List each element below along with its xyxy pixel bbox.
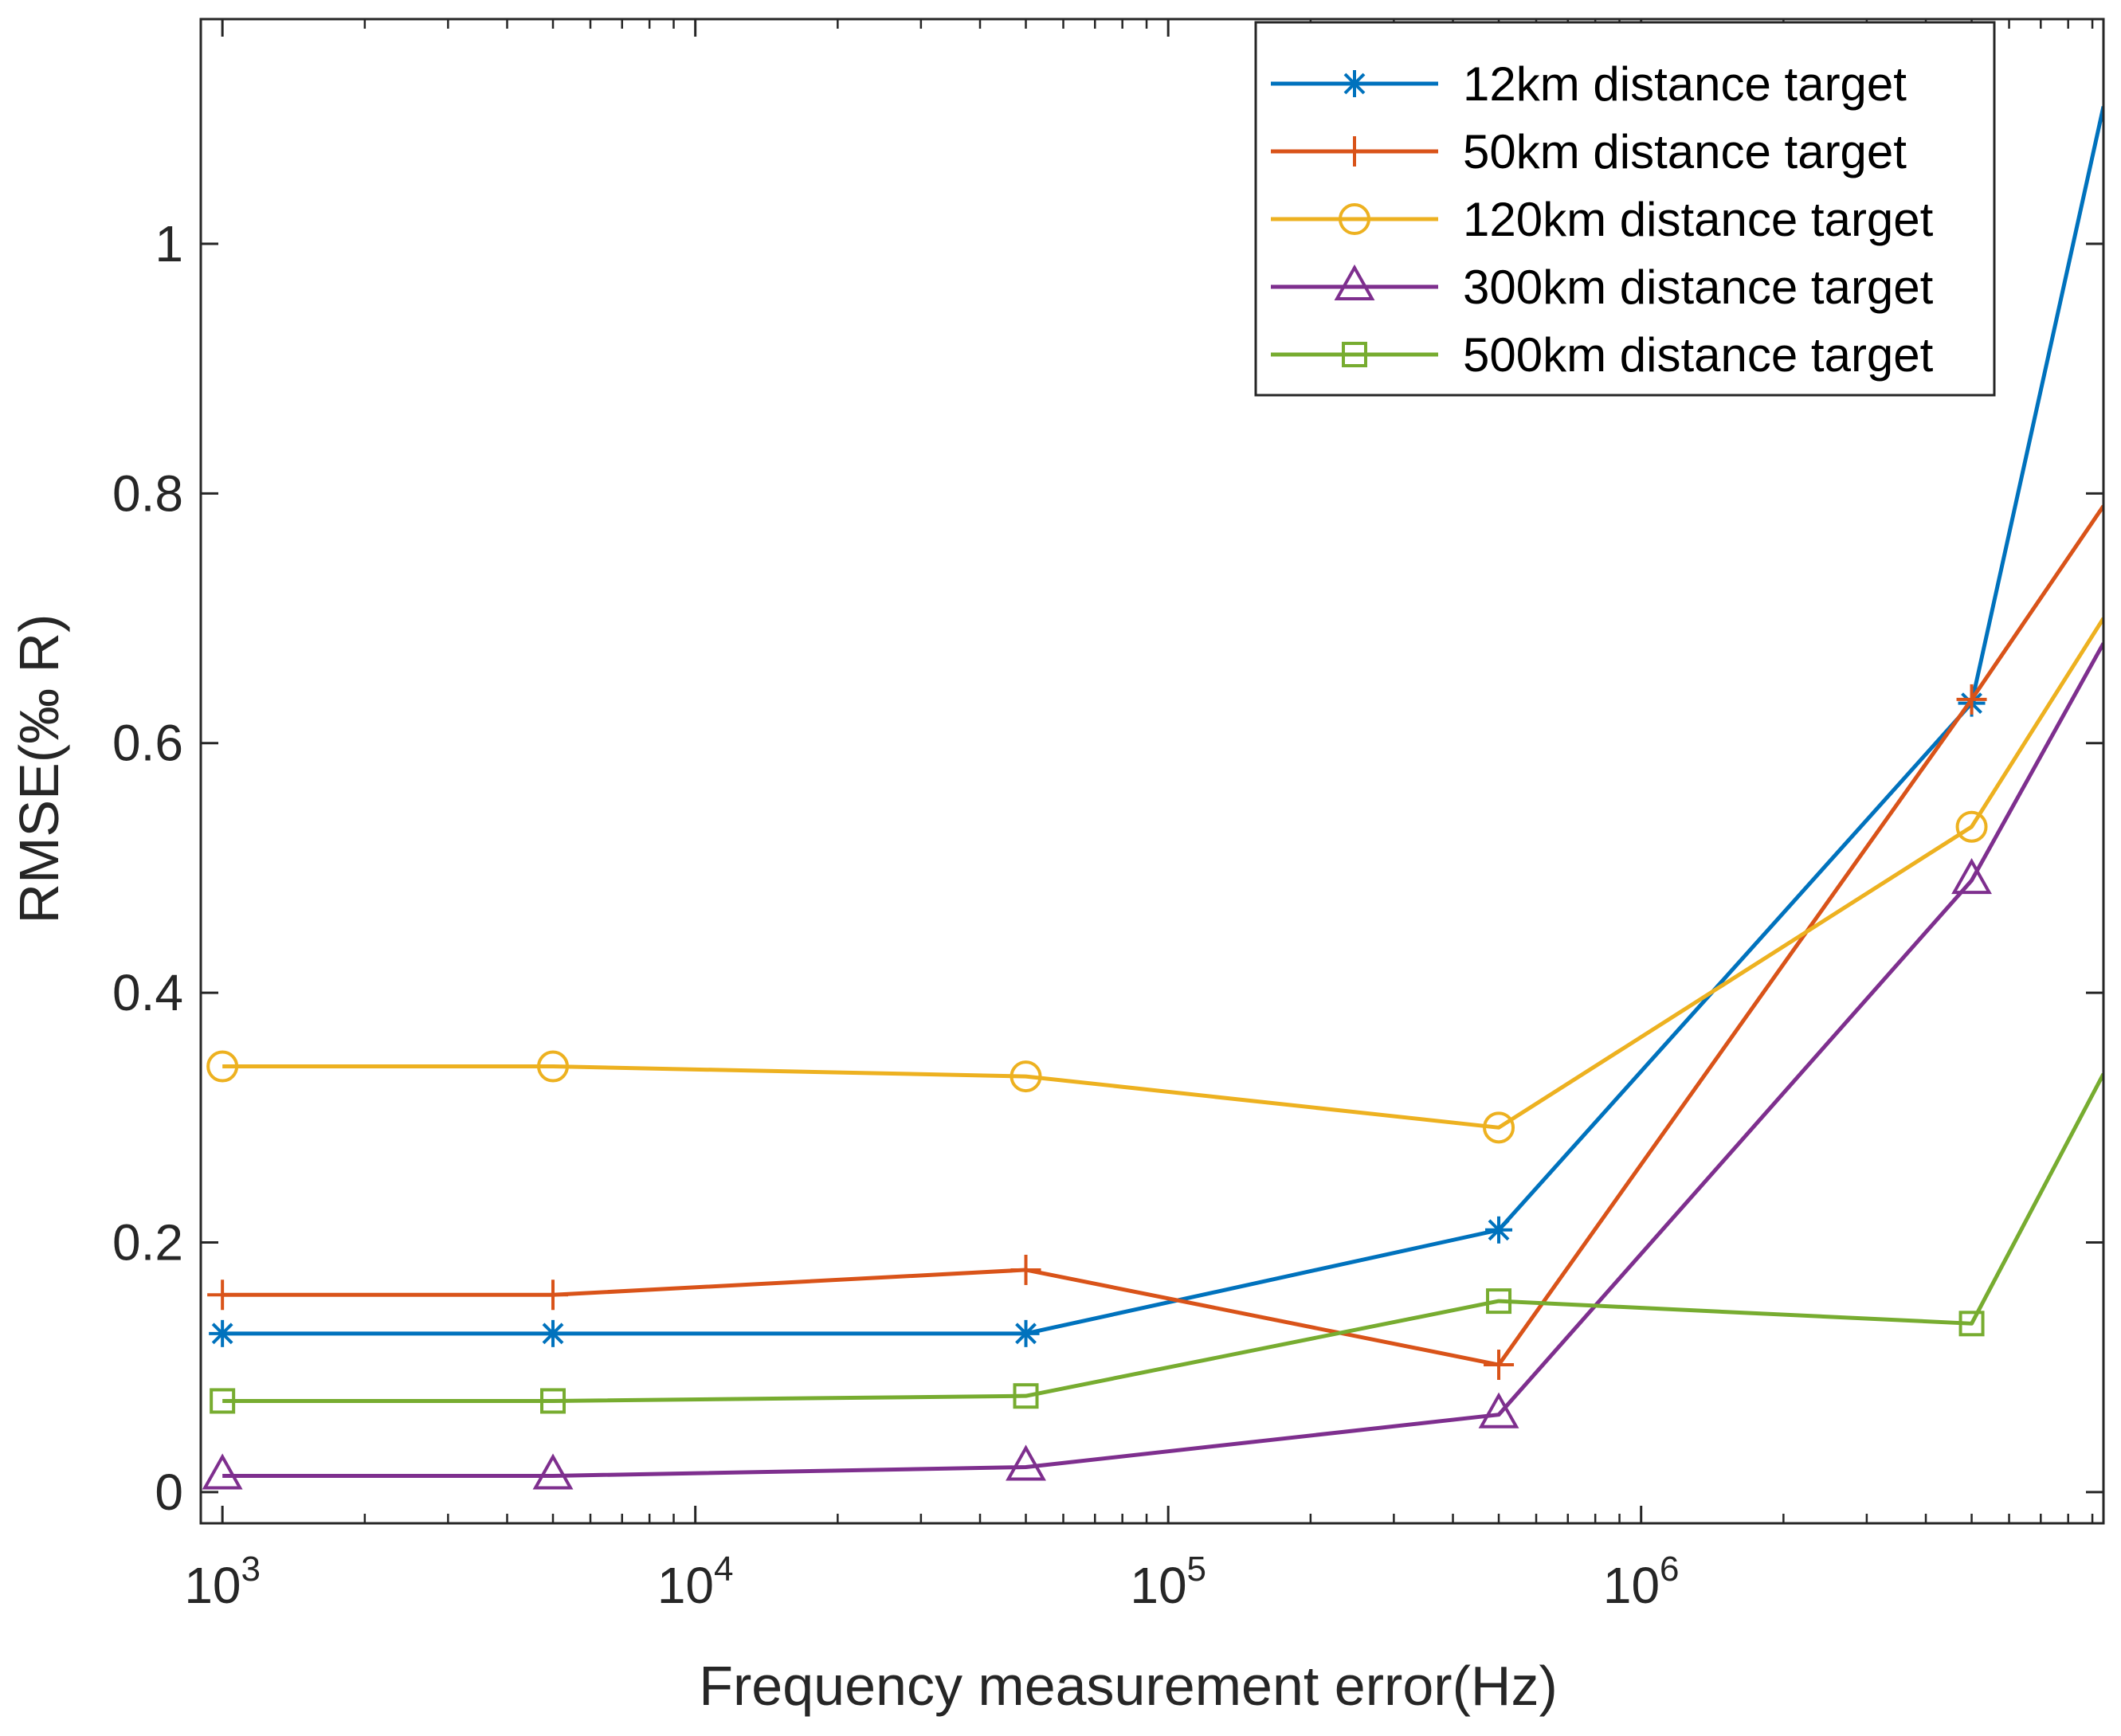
- marker-stroke: [1488, 1219, 1510, 1241]
- y-tick-label: 0.8: [112, 464, 183, 522]
- marker-asterisk: [1341, 70, 1368, 97]
- x-tick-label: 103: [184, 1550, 261, 1614]
- marker-square: [540, 1388, 567, 1414]
- marker-stroke: [211, 1323, 233, 1345]
- marker-asterisk: [539, 1319, 567, 1347]
- marker-circle: [537, 1050, 570, 1083]
- x-tick-label: 104: [657, 1550, 734, 1614]
- y-tick-label: 0: [155, 1464, 183, 1521]
- x-tick-label: 105: [1130, 1550, 1206, 1614]
- marker-asterisk: [1012, 1319, 1040, 1347]
- x-axis-label: Frequency measurement error(Hz): [699, 1655, 1558, 1717]
- series-line: [222, 1072, 2103, 1403]
- marker-square: [210, 1388, 236, 1414]
- y-tick-label: 1: [155, 215, 183, 272]
- legend-label: 12km distance target: [1463, 57, 1907, 111]
- series-line: [222, 617, 2103, 1130]
- marker-square: [1342, 342, 1367, 367]
- series-0: [209, 106, 2103, 1347]
- marker-stroke: [542, 1323, 564, 1345]
- marker-circle: [1339, 203, 1370, 235]
- y-tick-label: 0.2: [112, 1213, 183, 1271]
- legend-item: 12km distance target: [1271, 57, 1907, 111]
- marker-square: [1958, 1311, 1985, 1337]
- marker-triangle: [1478, 1392, 1519, 1428]
- marker-plus: [207, 1279, 238, 1311]
- series-1: [207, 504, 2103, 1381]
- marker-stroke: [1343, 72, 1366, 95]
- x-tick-exponent: 5: [1187, 1550, 1206, 1589]
- marker-plus: [1484, 1350, 1515, 1381]
- marker-stroke: [1015, 1323, 1037, 1345]
- y-axis-label: RMSE(‰ R): [8, 614, 70, 924]
- marker-circle: [206, 1050, 239, 1083]
- marker-circle: [1483, 1111, 1515, 1144]
- series-3: [202, 642, 2103, 1490]
- x-tick-exponent: 4: [714, 1550, 733, 1589]
- marker-asterisk: [209, 1319, 237, 1347]
- x-tick-base: 10: [1130, 1557, 1186, 1614]
- marker-asterisk: [1485, 1216, 1513, 1244]
- marker-square: [1486, 1288, 1512, 1315]
- marker-circle: [1955, 810, 1988, 843]
- series-2: [206, 617, 2103, 1144]
- marker-triangle: [532, 1453, 574, 1490]
- legend-item: 50km distance target: [1271, 125, 1907, 178]
- marker-triangle: [1334, 264, 1375, 300]
- marker-plus: [538, 1279, 569, 1311]
- legend-item: 120km distance target: [1271, 193, 1934, 246]
- x-tick-exponent: 6: [1660, 1550, 1679, 1589]
- x-tick-exponent: 3: [241, 1550, 261, 1589]
- legend-label: 120km distance target: [1463, 193, 1934, 246]
- y-tick-label: 0.6: [112, 715, 183, 772]
- marker-circle: [1010, 1060, 1042, 1093]
- marker-plus: [1339, 136, 1370, 167]
- marker-plus: [1010, 1254, 1041, 1285]
- x-tick-base: 10: [657, 1557, 714, 1614]
- series-line: [222, 106, 2103, 1336]
- plot-area: [202, 106, 2103, 1490]
- y-tick-label: 0.4: [112, 964, 183, 1021]
- legend-label: 50km distance target: [1463, 125, 1907, 178]
- x-tick-base: 10: [184, 1557, 241, 1614]
- x-tick-label: 106: [1603, 1550, 1680, 1614]
- legend: 12km distance target 50km distance target…: [1254, 21, 1996, 397]
- marker-triangle: [202, 1453, 243, 1490]
- marker-plus: [1956, 684, 1987, 715]
- legend-item: 300km distance target: [1271, 261, 1934, 314]
- series-line: [222, 504, 2103, 1367]
- marker-square: [1013, 1383, 1039, 1409]
- marker-triangle: [1006, 1444, 1046, 1481]
- series-4: [210, 1072, 2103, 1414]
- legend-item: 500km distance target: [1271, 328, 1934, 382]
- x-tick-base: 10: [1603, 1557, 1660, 1614]
- marker-triangle: [1951, 858, 1992, 895]
- series-line: [222, 642, 2103, 1478]
- axes-box: [199, 18, 2105, 1525]
- legend-label: 300km distance target: [1463, 261, 1934, 314]
- legend-label: 500km distance target: [1463, 328, 1934, 382]
